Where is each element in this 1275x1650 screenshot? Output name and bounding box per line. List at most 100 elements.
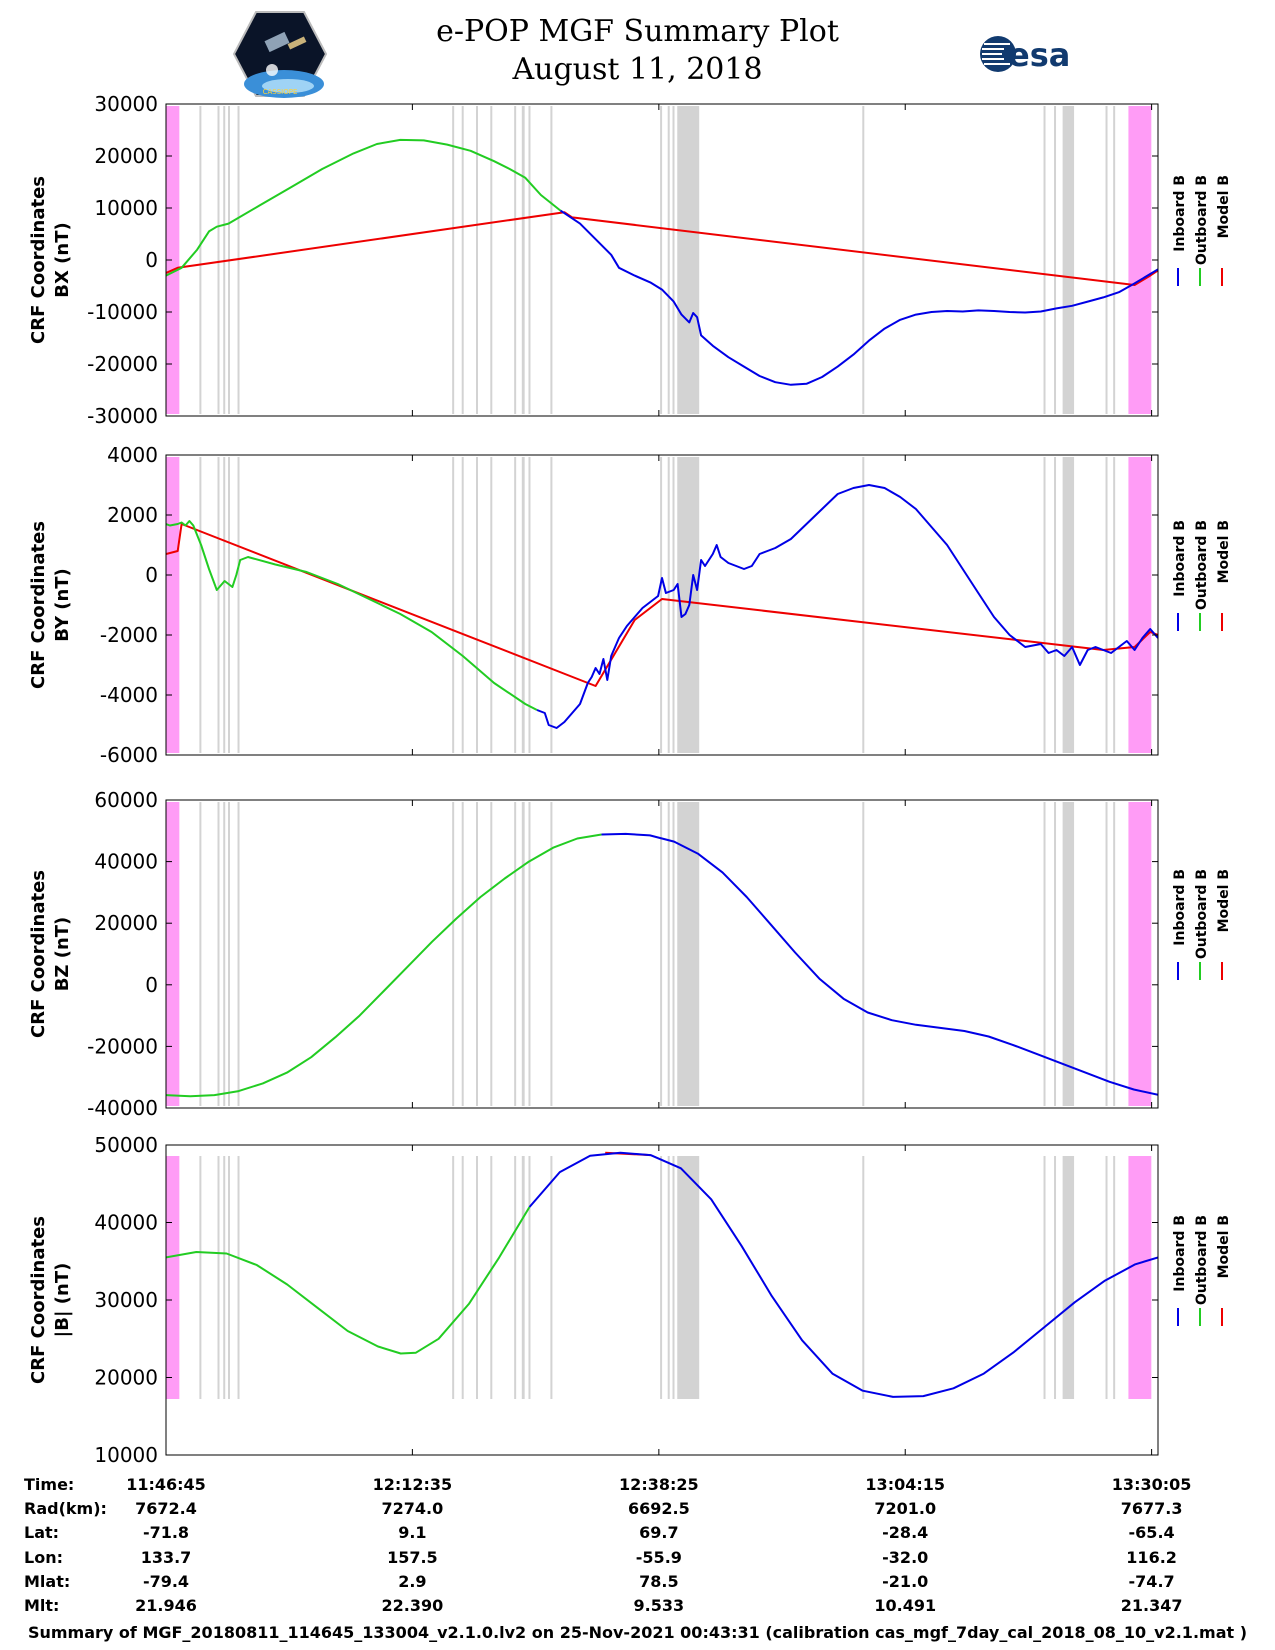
axes-frame xyxy=(165,799,1159,1109)
table-row-label: Mlt: xyxy=(24,1596,59,1615)
cassiope-logo-text: CASSIOPE xyxy=(263,88,298,96)
table-cell: 9.533 xyxy=(634,1596,685,1615)
gap-band xyxy=(862,106,865,414)
legend: Inboard B Outboard B Model B xyxy=(1172,869,1232,980)
gap-band xyxy=(490,106,493,414)
gap-band xyxy=(490,802,493,1106)
table-row-label: Rad(km): xyxy=(24,1499,107,1518)
legend: Inboard B Outboard B Model B xyxy=(1172,175,1232,286)
table-cell: -71.8 xyxy=(143,1523,189,1542)
table-cell: -74.7 xyxy=(1129,1572,1175,1591)
gap-band xyxy=(237,457,240,753)
by-inboard-line xyxy=(536,484,1158,729)
y-tick-label: -20000 xyxy=(87,352,158,376)
masked-band xyxy=(166,1156,180,1399)
y-tick-label: 20000 xyxy=(94,1366,158,1390)
table-cell: 21.946 xyxy=(135,1596,197,1615)
gap-band xyxy=(199,106,202,414)
y-tick-label: 10000 xyxy=(94,1443,158,1467)
x-tick-label: 11:46:45 xyxy=(126,1475,206,1494)
gap-band xyxy=(199,802,202,1106)
gap-band xyxy=(1043,457,1046,753)
gap-band xyxy=(862,1156,865,1399)
table-cell: -55.9 xyxy=(636,1548,682,1567)
gap-band xyxy=(237,1156,240,1399)
y-axis-label: CRF Coordinates xyxy=(28,1216,49,1384)
legend-label: Inboard B xyxy=(1172,520,1188,597)
y-tick-label: 0 xyxy=(145,973,158,997)
gap-band xyxy=(660,802,663,1106)
gap-band xyxy=(677,106,700,414)
gap-band xyxy=(667,1156,670,1399)
gap-band xyxy=(677,1156,700,1399)
gap-band xyxy=(550,1156,553,1399)
gap-band xyxy=(217,1156,220,1399)
gap-band xyxy=(1043,1156,1046,1399)
gap-band xyxy=(1105,106,1108,414)
gap-band xyxy=(490,1156,493,1399)
table-row-label: Lon: xyxy=(24,1548,63,1567)
gap-band xyxy=(476,106,478,414)
legend-label: Outboard B xyxy=(1194,869,1210,959)
masked-band xyxy=(166,457,180,753)
y-tick-label: -2000 xyxy=(100,623,158,647)
y-axis-label: |B| (nT) xyxy=(52,1263,73,1338)
gap-band xyxy=(461,802,464,1106)
table-cell: 22.390 xyxy=(382,1596,444,1615)
gap-band xyxy=(1113,802,1116,1106)
legend-label: Outboard B xyxy=(1194,1215,1210,1305)
gap-band xyxy=(1113,106,1116,414)
table-cell: -28.4 xyxy=(882,1523,928,1542)
legend-label: Model B xyxy=(1216,1215,1232,1278)
table-cell: 10.491 xyxy=(874,1596,936,1615)
gap-band xyxy=(1105,802,1108,1106)
orbit-table: Time: Rad(km): Lat: Lon: Mlat: Mlt: 11:46:45 76… xyxy=(24,1475,1191,1615)
table-cell: 2.9 xyxy=(398,1572,426,1591)
gap-band xyxy=(461,1156,464,1399)
gap-band xyxy=(1062,802,1075,1106)
legend: Inboard B Outboard B Model B xyxy=(1172,1215,1232,1326)
b_mag-outboard-line xyxy=(166,1206,531,1355)
y-tick-label: 0 xyxy=(145,563,158,587)
x-tick-label: 13:04:15 xyxy=(865,1475,945,1494)
gap-band xyxy=(660,457,663,753)
legend-label: Inboard B xyxy=(1172,1215,1188,1292)
gap-band xyxy=(1054,1156,1057,1399)
legend-label: Model B xyxy=(1216,175,1232,238)
masked-band xyxy=(1128,1156,1152,1399)
y-tick-label: 60000 xyxy=(94,788,158,812)
gap-band xyxy=(223,457,226,753)
table-cell: 78.5 xyxy=(639,1572,678,1591)
gap-band xyxy=(476,802,478,1106)
gap-band xyxy=(476,457,478,753)
footer-caption: Summary of MGF_20180811_114645_133004_v2… xyxy=(27,1623,1248,1642)
gap-band xyxy=(237,802,240,1106)
table-cell: 116.2 xyxy=(1126,1548,1177,1567)
y-tick-label: -6000 xyxy=(100,743,158,767)
legend-label: Model B xyxy=(1216,520,1232,583)
cassiope-mission-logo: CASSIOPE xyxy=(232,11,328,98)
gap-band xyxy=(528,802,531,1106)
esa-logo-text: esa xyxy=(1008,36,1070,74)
gap-band xyxy=(461,457,464,753)
gap-band xyxy=(667,106,670,414)
gap-band xyxy=(514,106,517,414)
table-cell: 157.5 xyxy=(387,1548,438,1567)
gap-band xyxy=(217,457,220,753)
legend-label: Outboard B xyxy=(1194,520,1210,610)
gap-band xyxy=(521,802,525,1106)
x-tick-label: 12:38:25 xyxy=(619,1475,699,1494)
gap-band xyxy=(1113,457,1116,753)
gap-band xyxy=(452,802,455,1106)
gap-band xyxy=(514,457,517,753)
table-cell: 21.347 xyxy=(1121,1596,1183,1615)
y-axis-label: BY (nT) xyxy=(52,568,73,642)
table-cell: 7672.4 xyxy=(135,1499,197,1518)
gap-band xyxy=(1043,802,1046,1106)
masked-band xyxy=(1128,106,1152,414)
table-cell: -79.4 xyxy=(143,1572,189,1591)
gap-band xyxy=(521,106,525,414)
y-tick-label: -20000 xyxy=(87,1034,158,1058)
legend-label: Outboard B xyxy=(1194,175,1210,265)
